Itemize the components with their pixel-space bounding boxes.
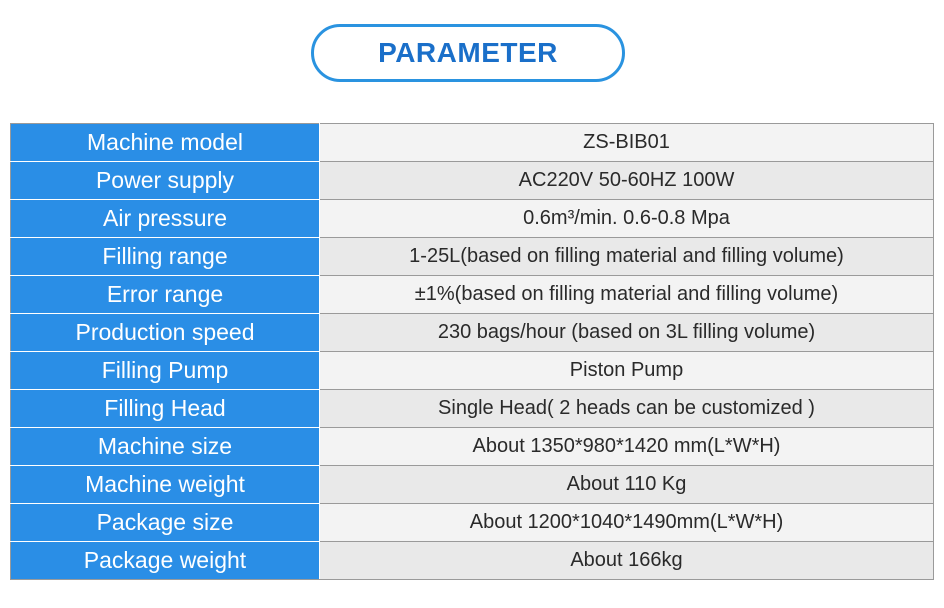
table-row: Filling Pump Piston Pump <box>10 351 934 390</box>
row-label: Filling range <box>10 237 320 276</box>
table-row: Filling range 1-25L(based on filling mat… <box>10 237 934 276</box>
row-value: ±1%(based on filling material and fillin… <box>319 275 934 314</box>
table-row: Air pressure 0.6m³/min. 0.6-0.8 Mpa <box>10 199 934 238</box>
row-value: Single Head( 2 heads can be customized ) <box>319 389 934 428</box>
row-value: About 1350*980*1420 mm(L*W*H) <box>319 427 934 466</box>
row-label: Package size <box>10 503 320 542</box>
table-row: Package size About 1200*1040*1490mm(L*W*… <box>10 503 934 542</box>
table-row: Error range ±1%(based on filling materia… <box>10 275 934 314</box>
parameter-table: Machine model ZS-BIB01 Power supply AC22… <box>10 123 934 580</box>
row-label: Filling Pump <box>10 351 320 390</box>
row-value: 230 bags/hour (based on 3L filling volum… <box>319 313 934 352</box>
row-label: Power supply <box>10 161 320 200</box>
row-label: Machine size <box>10 427 320 466</box>
table-row: Machine model ZS-BIB01 <box>10 123 934 162</box>
row-label: Production speed <box>10 313 320 352</box>
row-label: Machine model <box>10 123 320 162</box>
row-value: About 110 Kg <box>319 465 934 504</box>
table-row: Machine size About 1350*980*1420 mm(L*W*… <box>10 427 934 466</box>
table-row: Production speed 230 bags/hour (based on… <box>10 313 934 352</box>
row-value: About 1200*1040*1490mm(L*W*H) <box>319 503 934 542</box>
row-label: Error range <box>10 275 320 314</box>
table-row: Power supply AC220V 50-60HZ 100W <box>10 161 934 200</box>
page-title: PARAMETER <box>311 24 625 82</box>
row-label: Machine weight <box>10 465 320 504</box>
row-label: Package weight <box>10 541 320 580</box>
page-title-text: PARAMETER <box>378 37 558 68</box>
row-value: ZS-BIB01 <box>319 123 934 162</box>
row-value: Piston Pump <box>319 351 934 390</box>
table-row: Package weight About 166kg <box>10 541 934 580</box>
row-label: Air pressure <box>10 199 320 238</box>
table-row: Machine weight About 110 Kg <box>10 465 934 504</box>
row-value: About 166kg <box>319 541 934 580</box>
row-value: 1-25L(based on filling material and fill… <box>319 237 934 276</box>
row-value: AC220V 50-60HZ 100W <box>319 161 934 200</box>
row-value: 0.6m³/min. 0.6-0.8 Mpa <box>319 199 934 238</box>
table-row: Filling Head Single Head( 2 heads can be… <box>10 389 934 428</box>
row-label: Filling Head <box>10 389 320 428</box>
